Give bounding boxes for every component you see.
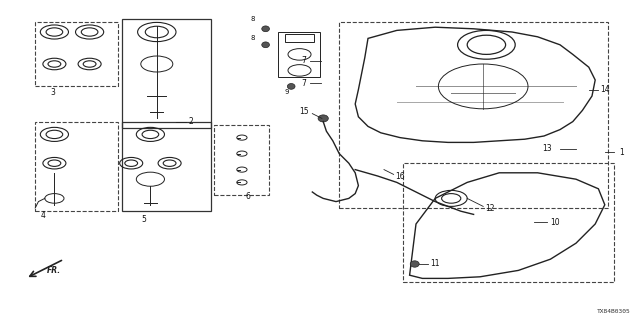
Text: 6: 6 [246,192,251,201]
Text: 2: 2 [189,117,193,126]
Bar [122,19,211,128]
Text: 13: 13 [542,144,552,153]
Text: FR.: FR. [47,266,61,275]
Text: 8: 8 [250,16,255,22]
Bar [278,32,320,77]
Text: 3: 3 [51,88,56,97]
Text: 16: 16 [396,172,405,181]
Text: 1: 1 [620,148,624,156]
Bar [35,122,118,211]
Bar [122,122,211,211]
Ellipse shape [262,42,269,48]
Ellipse shape [262,26,269,32]
Text: 14: 14 [600,85,610,94]
Text: 7: 7 [301,79,306,88]
Text: 4: 4 [41,212,46,220]
Ellipse shape [287,84,295,89]
Text: TX84B0305: TX84B0305 [596,308,630,314]
Ellipse shape [410,261,419,267]
Text: 7: 7 [301,56,306,65]
Bar [214,125,269,195]
Text: 12: 12 [485,204,495,213]
Text: 11: 11 [430,260,440,268]
Bar [285,34,314,42]
Text: 9: 9 [284,89,289,95]
Bar [339,22,608,208]
Text: 10: 10 [550,218,560,227]
Text: 8: 8 [250,35,255,41]
Ellipse shape [318,115,328,122]
Bar [403,163,614,282]
Text: 15: 15 [300,107,309,116]
Bar [35,22,118,86]
Text: 5: 5 [141,215,147,224]
